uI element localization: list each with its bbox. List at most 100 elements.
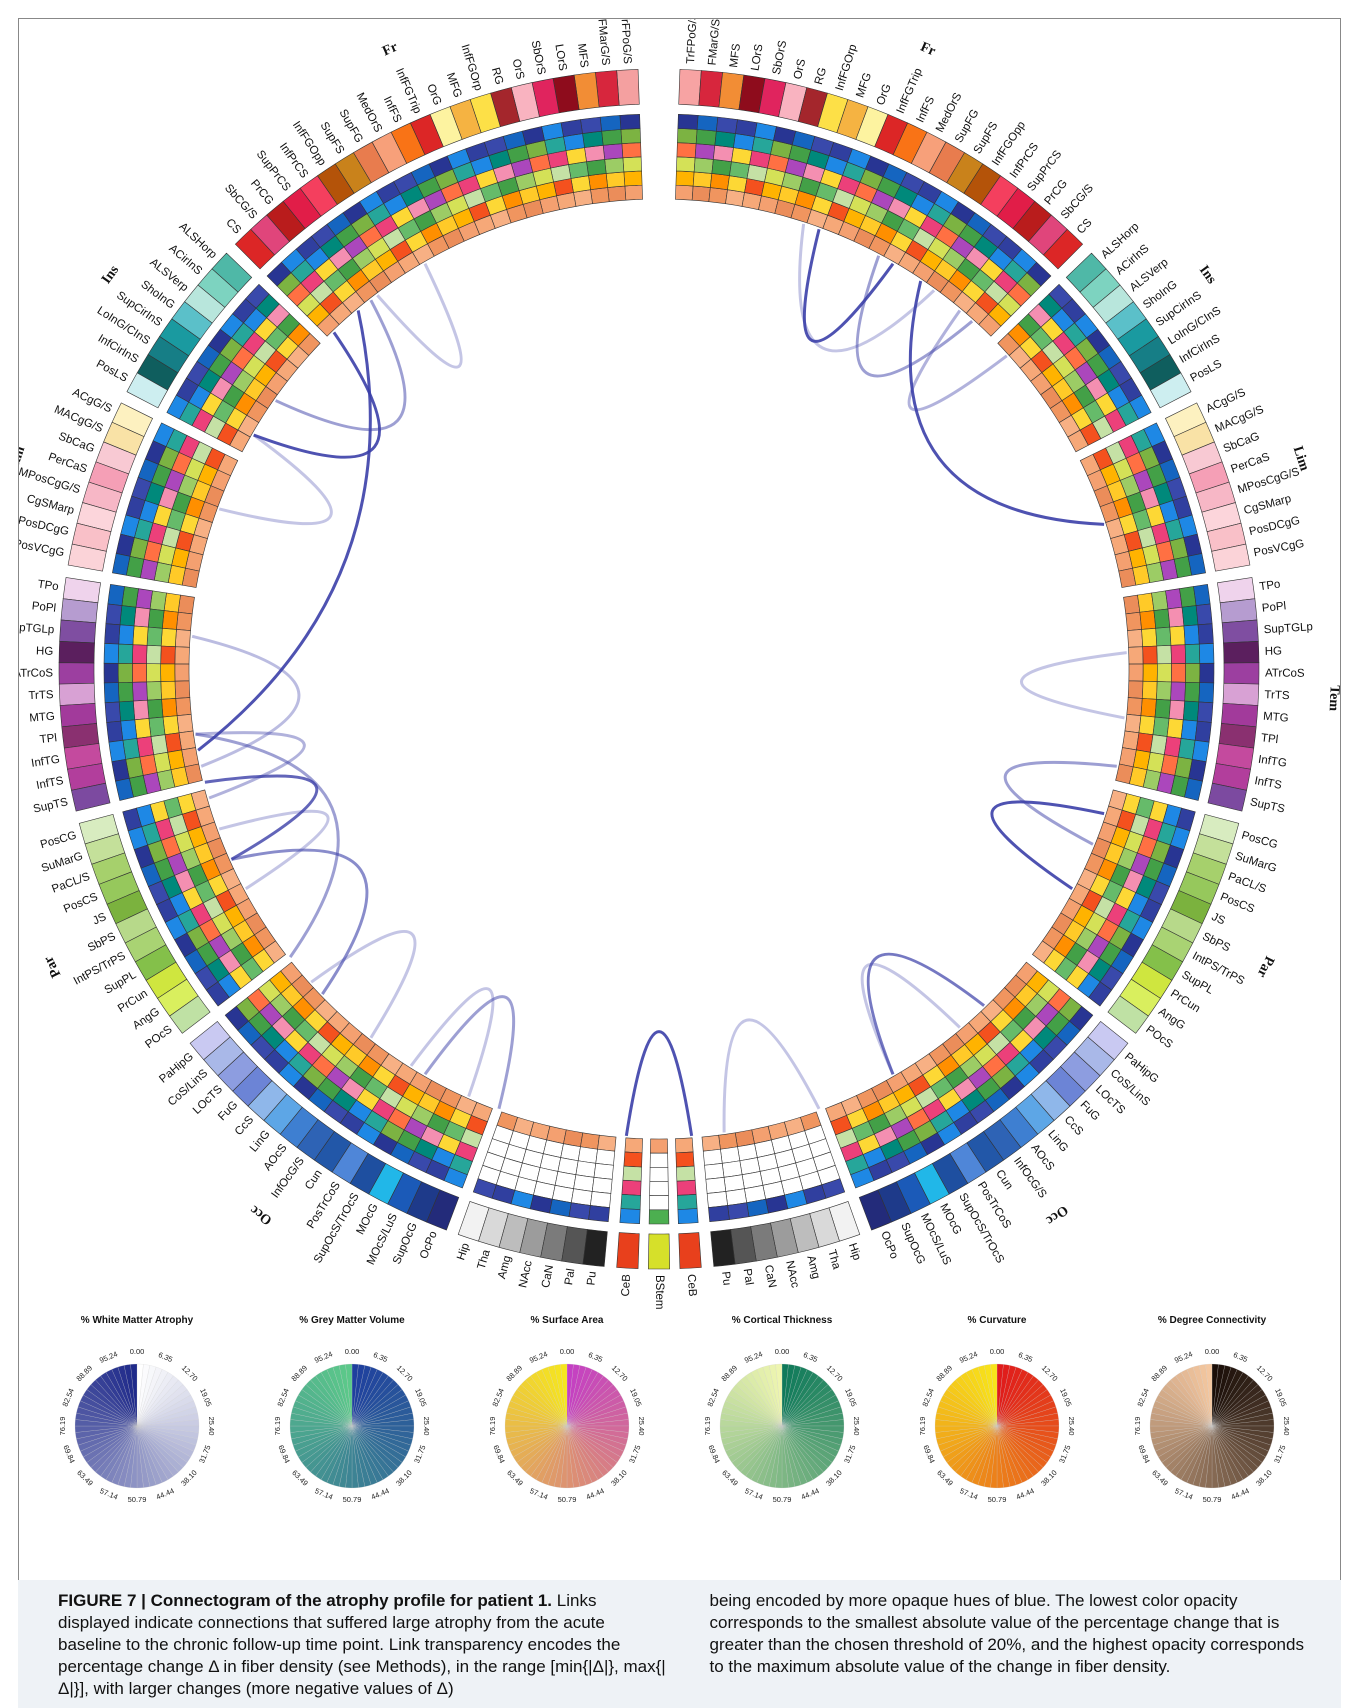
ring-cell bbox=[677, 1208, 699, 1224]
ring-cell bbox=[356, 1122, 382, 1146]
connection-link bbox=[990, 800, 1105, 890]
connection-link bbox=[907, 309, 1008, 412]
legend-cortical-thickness: % Cortical Thickness 0.00 6.35 12.70 19.05 25… bbox=[703, 1315, 861, 1504]
legend-tick: 57.14 bbox=[98, 1486, 119, 1502]
region-cell bbox=[426, 1189, 460, 1231]
region-label: SbCaG bbox=[57, 430, 97, 455]
region-label: PrCun bbox=[1168, 988, 1202, 1016]
region-cell bbox=[203, 1036, 245, 1077]
region-cell bbox=[1222, 682, 1260, 706]
ring-cell bbox=[375, 181, 401, 204]
region-label: PrCG bbox=[1042, 178, 1070, 208]
ring-cell bbox=[677, 1194, 698, 1210]
region-label: InfTS bbox=[1253, 775, 1283, 792]
region-cell bbox=[1219, 598, 1258, 624]
legend-tick: 69.84 bbox=[61, 1444, 77, 1465]
connection-link bbox=[860, 962, 961, 1075]
legend-tick: 0.00 bbox=[1205, 1347, 1220, 1356]
region-label: CaN bbox=[540, 1264, 556, 1289]
legend-tick: 50.79 bbox=[128, 1495, 147, 1504]
region-label: OrG bbox=[875, 82, 894, 107]
ring-cell bbox=[1128, 663, 1144, 682]
region-label: PosLS bbox=[1188, 358, 1224, 385]
region-cell bbox=[115, 908, 157, 944]
legend-tick: 31.75 bbox=[1057, 1444, 1073, 1465]
region-label: CeB bbox=[685, 1274, 698, 1297]
region-label: Hip bbox=[846, 1242, 863, 1262]
ring-cell bbox=[601, 129, 623, 146]
ring-cell bbox=[295, 235, 321, 261]
region-cell bbox=[134, 944, 177, 981]
connection-link bbox=[866, 952, 986, 1075]
legend-tick: 63.49 bbox=[720, 1468, 740, 1488]
region-label: SbOrS bbox=[529, 40, 548, 77]
connection-link bbox=[231, 848, 369, 995]
legend-tick: 25.40 bbox=[637, 1417, 646, 1436]
ring-cell bbox=[675, 1151, 695, 1168]
region-cell bbox=[106, 890, 148, 925]
ring-cell bbox=[245, 283, 270, 309]
ring-cell bbox=[137, 458, 159, 483]
region-label: FuG bbox=[1078, 1099, 1102, 1123]
ring-cell bbox=[133, 844, 155, 869]
ring-cell bbox=[727, 1202, 750, 1220]
ring-cell bbox=[677, 128, 698, 144]
region-cell bbox=[58, 682, 96, 706]
region-label: InfTG bbox=[30, 754, 60, 770]
legend-tick: 25.40 bbox=[1067, 1417, 1076, 1436]
ring-cell bbox=[718, 1132, 738, 1150]
ring-cell bbox=[1194, 720, 1212, 743]
region-cell bbox=[595, 70, 620, 108]
legend-title: % Degree Connectivity bbox=[1158, 1315, 1267, 1326]
ring-cell bbox=[649, 1195, 669, 1211]
region-cell bbox=[282, 187, 322, 230]
region-label: CcS bbox=[233, 1114, 257, 1138]
lobe-label: Par bbox=[41, 954, 64, 980]
legend-tick: 69.84 bbox=[491, 1444, 507, 1465]
connection-link bbox=[1003, 760, 1117, 846]
legend-tick: 0.00 bbox=[775, 1347, 790, 1356]
region-label: POcS bbox=[1143, 1024, 1175, 1052]
region-cell bbox=[368, 1163, 404, 1205]
legend-tick: 95.24 bbox=[1173, 1349, 1194, 1365]
region-cell bbox=[531, 78, 560, 118]
region-cell bbox=[299, 175, 338, 217]
legend-wedge bbox=[130, 1363, 138, 1427]
ring-cell bbox=[649, 1181, 669, 1196]
lobe-label: Lim bbox=[1290, 444, 1312, 473]
ring-cell bbox=[1183, 624, 1200, 646]
legend-tick: 38.10 bbox=[609, 1468, 629, 1488]
region-cell bbox=[60, 598, 99, 624]
ring-cell bbox=[132, 681, 148, 702]
legend-tick: 25.40 bbox=[1282, 1417, 1291, 1436]
ring-cell bbox=[541, 122, 564, 141]
ring-cell bbox=[372, 1132, 398, 1156]
ring-cell bbox=[359, 190, 384, 215]
ring-cell bbox=[207, 328, 232, 354]
region-cell bbox=[1150, 372, 1192, 409]
connection-link bbox=[855, 255, 974, 378]
legend-tick: 0.00 bbox=[130, 1347, 145, 1356]
ring-cell bbox=[428, 155, 453, 178]
region-cell bbox=[334, 152, 372, 194]
region-label: CgSMarp bbox=[25, 493, 75, 517]
region-label: Cun bbox=[993, 1168, 1015, 1192]
region-label: InfFGOrp bbox=[458, 43, 484, 92]
region-cell bbox=[678, 1232, 702, 1269]
region-cell bbox=[390, 122, 426, 164]
region-label: FMarG/S bbox=[707, 19, 723, 66]
region-cell bbox=[98, 871, 140, 905]
ring-cell bbox=[602, 143, 624, 160]
ring-cell bbox=[185, 360, 210, 386]
ring-cell bbox=[443, 1167, 468, 1189]
region-label: MTG bbox=[1263, 711, 1289, 725]
ring-cell bbox=[1026, 261, 1052, 287]
ring-cell bbox=[1138, 715, 1156, 736]
ring-cell bbox=[160, 680, 177, 700]
region-cell bbox=[58, 662, 95, 685]
ring-cell bbox=[160, 663, 176, 682]
ring-cell bbox=[140, 862, 162, 887]
connection-link bbox=[195, 732, 340, 958]
legend-tick: 44.44 bbox=[1230, 1486, 1251, 1502]
connection-link bbox=[409, 987, 495, 1098]
